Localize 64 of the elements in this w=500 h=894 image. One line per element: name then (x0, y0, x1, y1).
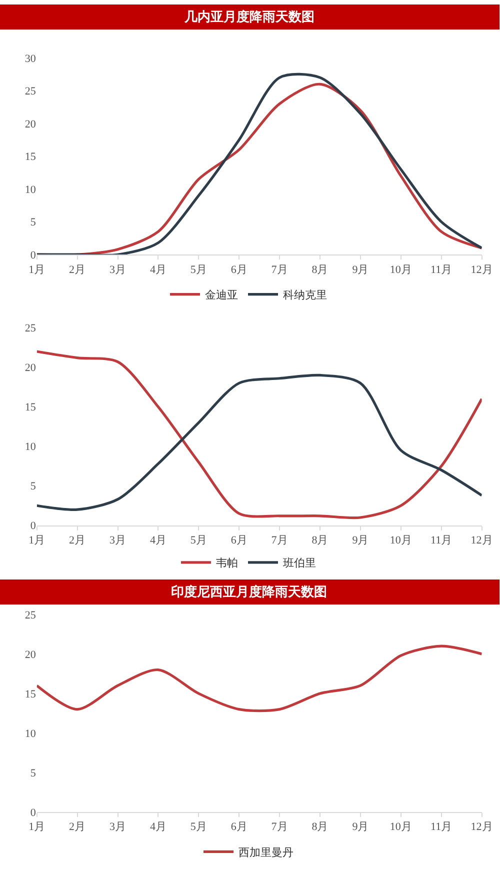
x-tick-label: 2月 (69, 534, 86, 547)
x-tick-label: 7月 (271, 534, 288, 547)
x-tick-label: 12月 (470, 534, 493, 547)
x-tick-label: 2月 (69, 264, 86, 276)
y-tick-label: 20 (24, 362, 36, 374)
x-tick-label: 1月 (28, 534, 46, 547)
y-tick-label: 0 (30, 520, 36, 532)
line-series (36, 374, 482, 511)
x-tick-label: 10月 (390, 264, 412, 276)
x-tick-label: 8月 (312, 821, 328, 834)
x-tick-label: 10月 (390, 821, 412, 834)
legend-label: 韦帕 (216, 556, 238, 570)
x-tick-label: 8月 (312, 264, 328, 276)
y-tick-label: 30 (24, 52, 36, 65)
x-tick-label: 1月 (28, 821, 46, 834)
x-tick-label: 11月 (430, 821, 452, 834)
x-tick-label: 1月 (28, 264, 46, 276)
x-tick-label: 4月 (150, 821, 166, 834)
y-tick-label: 20 (24, 118, 36, 130)
y-tick-label: 25 (24, 609, 36, 622)
x-tick-label: 9月 (352, 821, 369, 834)
y-tick-label: 0 (30, 806, 36, 819)
x-tick-label: 4月 (150, 264, 166, 276)
x-tick-label: 7月 (271, 821, 288, 834)
x-tick-label: 8月 (312, 534, 328, 547)
x-tick-label: 5月 (190, 534, 207, 547)
y-tick-label: 25 (24, 86, 36, 98)
y-tick-label: 25 (24, 322, 36, 335)
x-tick-label: 10月 (390, 534, 412, 547)
y-tick-label: 15 (24, 151, 36, 164)
y-tick-label: 5 (30, 767, 36, 780)
y-tick-label: 5 (30, 216, 36, 229)
legend-label: 班伯里 (283, 556, 316, 570)
y-tick-label: 20 (24, 648, 36, 661)
x-tick-label: 6月 (230, 821, 248, 834)
x-tick-label: 9月 (352, 534, 369, 547)
x-tick-label: 12月 (470, 264, 493, 276)
y-tick-label: 15 (24, 402, 36, 414)
x-tick-label: 2月 (69, 821, 86, 834)
x-tick-label: 11月 (430, 534, 452, 547)
x-tick-label: 11月 (430, 264, 452, 276)
x-tick-label: 3月 (110, 264, 126, 276)
x-tick-label: 6月 (230, 534, 248, 547)
x-tick-label: 7月 (271, 264, 288, 276)
legend-label: 科纳克里 (283, 288, 327, 302)
legend-label: 西加里曼丹 (238, 846, 294, 860)
x-tick-label: 6月 (230, 264, 248, 276)
y-tick-label: 10 (24, 728, 36, 740)
x-tick-label: 5月 (190, 821, 207, 834)
legend-label: 金迪亚 (205, 288, 238, 302)
chart-title: 印度尼西亚月度降雨天数图 (171, 584, 327, 600)
x-tick-label: 4月 (150, 534, 166, 547)
line-series (36, 350, 482, 520)
chart-title: 几内亚月度降雨天数图 (184, 9, 314, 25)
y-tick-label: 5 (30, 480, 36, 493)
x-tick-label: 3月 (110, 821, 126, 834)
y-tick-label: 10 (24, 184, 36, 196)
x-tick-label: 12月 (470, 821, 493, 834)
y-tick-label: 15 (24, 688, 36, 700)
x-tick-label: 3月 (110, 534, 126, 547)
y-tick-label: 0 (30, 249, 36, 262)
x-tick-label: 5月 (190, 264, 207, 276)
y-tick-label: 10 (24, 441, 36, 454)
x-tick-label: 9月 (352, 264, 369, 276)
